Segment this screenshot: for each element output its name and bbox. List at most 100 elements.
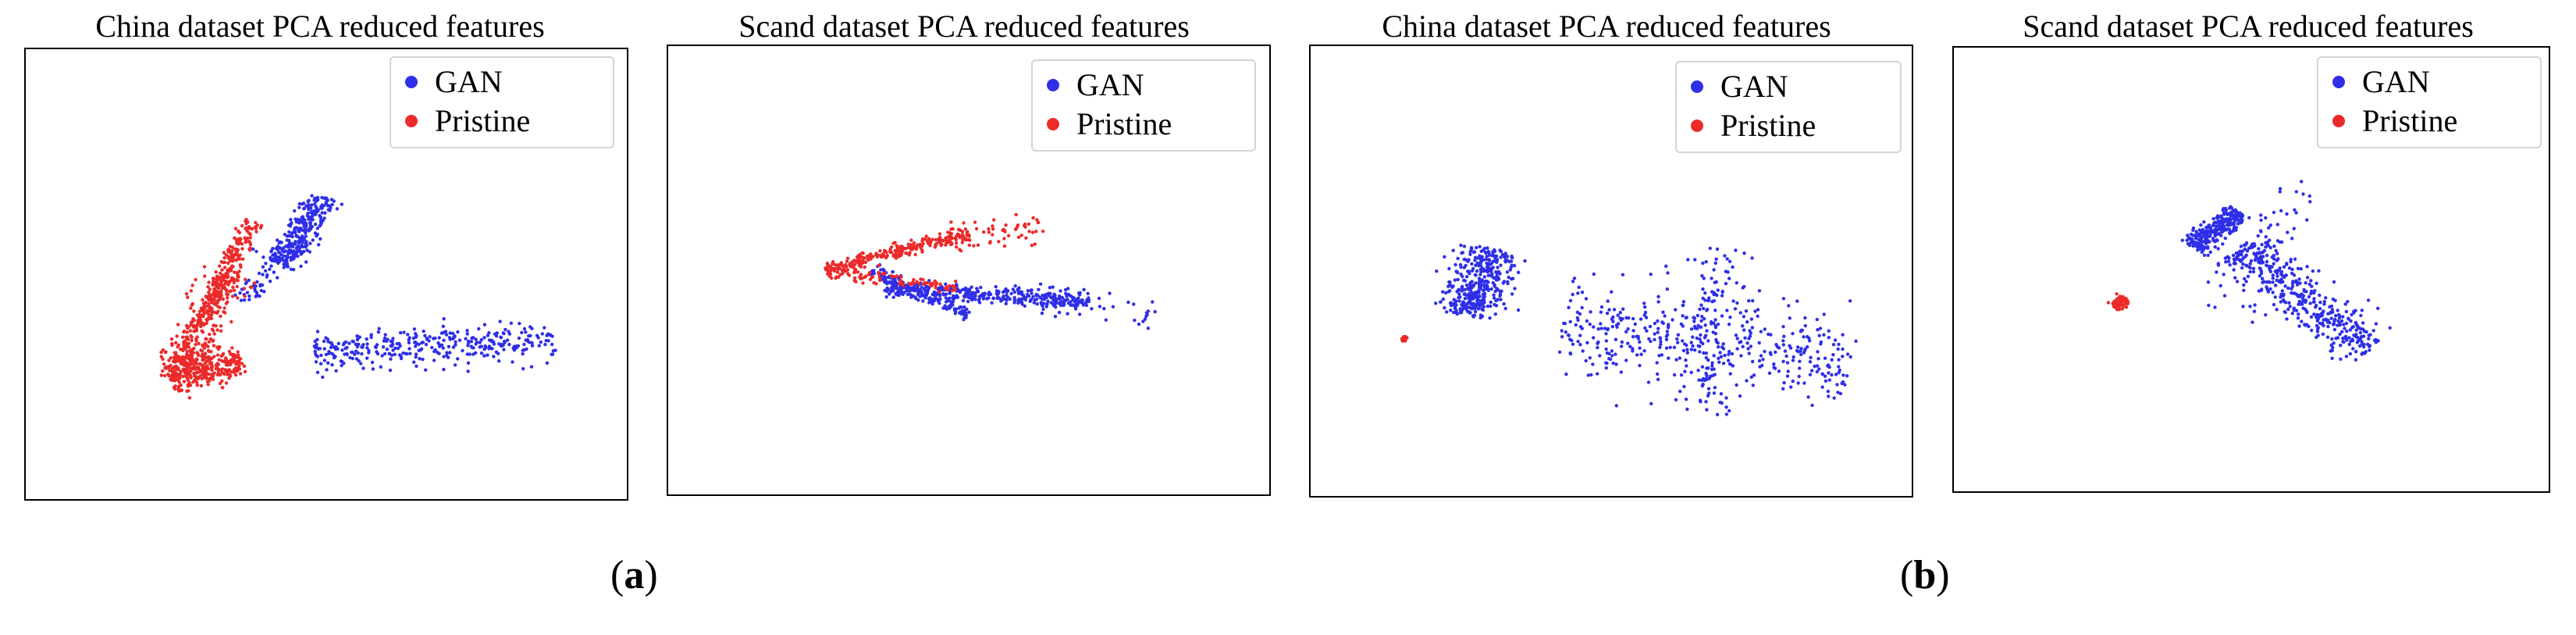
data-point (1734, 334, 1738, 337)
data-point (308, 223, 313, 227)
data-point (211, 283, 215, 287)
data-point (966, 291, 970, 294)
data-point (490, 347, 494, 351)
data-point (327, 351, 331, 355)
data-point (1827, 329, 1831, 333)
data-point (478, 345, 482, 349)
data-point (1648, 324, 1653, 329)
legend-item-pristine: Pristine (1047, 105, 1240, 144)
data-point (899, 275, 903, 279)
data-point (1724, 269, 1728, 273)
data-point (1478, 285, 1482, 289)
data-point (951, 288, 955, 292)
data-point (2339, 357, 2343, 361)
data-point (2367, 334, 2371, 337)
data-point (1041, 307, 1045, 312)
data-point (283, 249, 288, 253)
data-point (2245, 249, 2250, 253)
data-point (1738, 394, 1742, 398)
data-point (1615, 325, 1619, 329)
data-point (966, 299, 970, 304)
data-point (1498, 294, 1502, 298)
data-point (461, 348, 464, 353)
data-point (1735, 281, 1738, 285)
data-point (954, 279, 958, 284)
data-point (1655, 361, 1659, 365)
data-point (330, 202, 334, 207)
data-point (1046, 299, 1050, 303)
data-point (861, 281, 865, 285)
data-point (398, 330, 403, 335)
data-point (2283, 284, 2287, 288)
data-point (1817, 334, 1821, 337)
data-point (415, 334, 418, 338)
data-point (1492, 296, 1496, 300)
data-point (2240, 253, 2243, 257)
data-point (2259, 230, 2263, 234)
data-point (188, 361, 193, 365)
data-point (289, 222, 294, 226)
data-point (970, 298, 974, 302)
data-point (967, 243, 971, 248)
data-point (2222, 294, 2227, 298)
data-point (868, 277, 873, 281)
data-point (2198, 234, 2203, 238)
data-point (1598, 354, 1602, 358)
data-point (432, 349, 436, 354)
data-point (494, 350, 498, 354)
data-point (2261, 250, 2265, 254)
data-point (1759, 330, 1763, 334)
data-point (881, 267, 885, 272)
data-point (201, 308, 205, 312)
data-point (1786, 369, 1790, 373)
data-point (1435, 269, 1439, 273)
data-point (310, 194, 314, 198)
data-point (159, 350, 163, 355)
data-point (1591, 362, 1595, 366)
legend-label: GAN (2362, 64, 2430, 99)
data-point (2318, 307, 2322, 311)
data-point (507, 342, 511, 347)
data-point (2223, 236, 2227, 241)
data-point (1656, 372, 1660, 376)
data-point (1048, 286, 1052, 290)
data-point (945, 241, 948, 245)
data-point (242, 287, 247, 291)
data-point (1642, 301, 1646, 305)
data-point (176, 323, 180, 326)
data-point (170, 341, 174, 346)
data-point (212, 355, 216, 359)
data-point (1575, 310, 1580, 314)
data-point (315, 227, 319, 230)
data-point (1660, 353, 1664, 357)
data-point (2279, 300, 2282, 304)
data-point (2324, 296, 2328, 300)
data-point (195, 380, 199, 384)
data-point (1499, 249, 1503, 254)
data-point (1592, 336, 1596, 340)
data-point (1753, 309, 1757, 313)
data-point (2331, 310, 2335, 314)
data-point (1781, 297, 1786, 301)
data-point (930, 284, 934, 287)
data-point (2307, 294, 2311, 299)
data-point (828, 272, 833, 276)
data-point (955, 283, 959, 287)
data-point (1653, 337, 1656, 341)
data-point (947, 298, 951, 301)
data-point (2229, 218, 2233, 222)
data-point (407, 347, 411, 351)
data-point (1783, 349, 1788, 353)
data-point (2115, 292, 2119, 296)
data-point (1492, 293, 1496, 297)
data-point (1571, 280, 1575, 284)
data-point (294, 217, 297, 221)
data-point (202, 311, 207, 316)
data-point (1806, 334, 1809, 339)
data-point (1672, 373, 1677, 377)
data-point (424, 342, 429, 347)
data-point (923, 292, 927, 297)
data-point (242, 298, 247, 302)
data-point (2344, 309, 2348, 314)
data-point (1704, 260, 1708, 264)
